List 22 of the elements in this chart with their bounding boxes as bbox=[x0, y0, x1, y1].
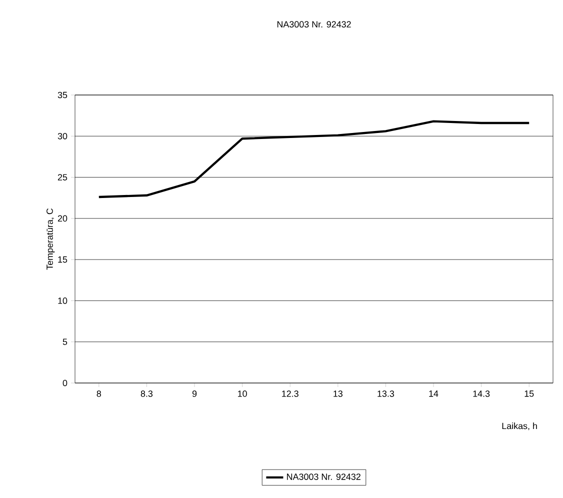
x-tick-label: 13 bbox=[334, 390, 342, 397]
y-tick-label: 5 bbox=[62, 338, 68, 345]
x-tick-label: 14 bbox=[429, 390, 438, 397]
chart-title: NA3003 Nr. 92432 bbox=[277, 21, 351, 28]
x-axis-title: Laikas, h bbox=[502, 422, 537, 430]
x-tick-label: 13.3 bbox=[378, 390, 394, 397]
x-tick-label: 14.3 bbox=[473, 390, 490, 397]
x-tick-label: 8 bbox=[96, 390, 101, 397]
legend-label: NA3003 Nr. 92432 bbox=[287, 474, 360, 480]
y-tick-label: 30 bbox=[58, 132, 68, 140]
y-tick-label: 10 bbox=[58, 298, 68, 304]
x-tick-label: 15 bbox=[524, 390, 534, 397]
y-tick-label: 20 bbox=[58, 215, 68, 222]
x-tick-label: 9 bbox=[192, 390, 197, 397]
y-tick-label: 25 bbox=[58, 174, 68, 180]
y-axis-title: Temperatūra, C bbox=[46, 208, 55, 270]
x-tick-label: 10 bbox=[238, 390, 247, 397]
x-tick-label: 12.3 bbox=[282, 390, 298, 397]
y-tick-label: 0 bbox=[62, 380, 68, 386]
x-tick-label: 8.3 bbox=[140, 390, 153, 397]
y-tick-label: 15 bbox=[58, 256, 68, 263]
y-tick-label: 35 bbox=[58, 92, 68, 98]
